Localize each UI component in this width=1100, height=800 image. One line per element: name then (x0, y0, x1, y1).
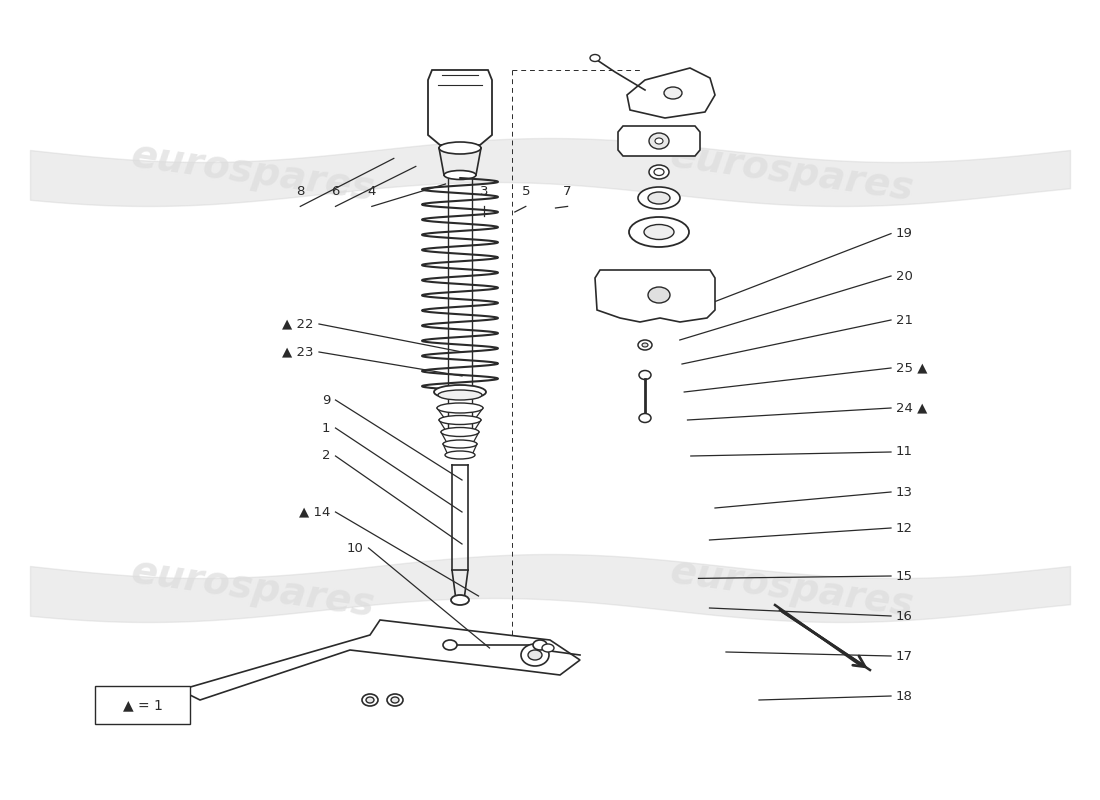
Ellipse shape (638, 187, 680, 209)
Text: ▲ 14: ▲ 14 (299, 506, 330, 518)
Text: 13: 13 (896, 486, 913, 498)
Ellipse shape (644, 225, 674, 239)
Text: ▲ = 1: ▲ = 1 (123, 698, 163, 712)
Polygon shape (627, 68, 715, 118)
Text: ▲ 23: ▲ 23 (283, 346, 313, 358)
Text: 10: 10 (346, 542, 363, 554)
Text: 2: 2 (322, 450, 330, 462)
Ellipse shape (443, 440, 477, 448)
Ellipse shape (639, 370, 651, 379)
Ellipse shape (542, 644, 554, 652)
Text: 7: 7 (563, 186, 572, 198)
Text: 11: 11 (896, 446, 913, 458)
Ellipse shape (648, 287, 670, 303)
Text: 19: 19 (896, 227, 913, 240)
Ellipse shape (366, 697, 374, 703)
Text: 3: 3 (480, 186, 488, 198)
Ellipse shape (439, 142, 481, 154)
Ellipse shape (451, 595, 469, 605)
Text: 6: 6 (331, 186, 340, 198)
Text: 5: 5 (521, 186, 530, 198)
Text: 18: 18 (896, 690, 913, 702)
Ellipse shape (443, 640, 456, 650)
Text: eurospares: eurospares (129, 136, 377, 208)
Ellipse shape (649, 165, 669, 179)
Ellipse shape (437, 403, 483, 413)
Ellipse shape (654, 138, 663, 144)
Ellipse shape (434, 385, 486, 399)
Ellipse shape (362, 694, 378, 706)
Ellipse shape (390, 697, 399, 703)
Ellipse shape (521, 644, 549, 666)
Ellipse shape (654, 169, 664, 175)
Ellipse shape (439, 415, 481, 425)
Text: 21: 21 (896, 314, 913, 326)
Ellipse shape (444, 170, 476, 179)
Ellipse shape (534, 640, 547, 650)
Text: ▲ 22: ▲ 22 (283, 318, 313, 330)
Ellipse shape (446, 451, 475, 459)
Ellipse shape (649, 133, 669, 149)
Text: 12: 12 (896, 522, 913, 534)
Ellipse shape (639, 414, 651, 422)
Ellipse shape (629, 217, 689, 247)
Ellipse shape (528, 650, 542, 660)
Polygon shape (618, 126, 700, 156)
Ellipse shape (664, 87, 682, 99)
Ellipse shape (648, 192, 670, 204)
Text: eurospares: eurospares (129, 552, 377, 624)
Text: 24 ▲: 24 ▲ (896, 402, 927, 414)
Ellipse shape (590, 54, 600, 62)
Bar (95, 686, 190, 724)
Text: 16: 16 (896, 610, 913, 622)
Text: 20: 20 (896, 270, 913, 282)
Text: 1: 1 (322, 422, 330, 434)
Text: 25 ▲: 25 ▲ (896, 362, 927, 374)
Ellipse shape (441, 427, 478, 437)
Text: eurospares: eurospares (668, 552, 916, 624)
Text: 15: 15 (896, 570, 913, 582)
Text: 9: 9 (322, 394, 330, 406)
Ellipse shape (638, 340, 652, 350)
Ellipse shape (438, 390, 482, 400)
Text: 17: 17 (896, 650, 913, 662)
Text: 4: 4 (367, 186, 376, 198)
Polygon shape (428, 70, 492, 145)
Polygon shape (180, 620, 580, 700)
Text: 8: 8 (296, 186, 305, 198)
Text: eurospares: eurospares (668, 136, 916, 208)
Ellipse shape (387, 694, 403, 706)
Polygon shape (595, 270, 715, 322)
Ellipse shape (642, 343, 648, 347)
